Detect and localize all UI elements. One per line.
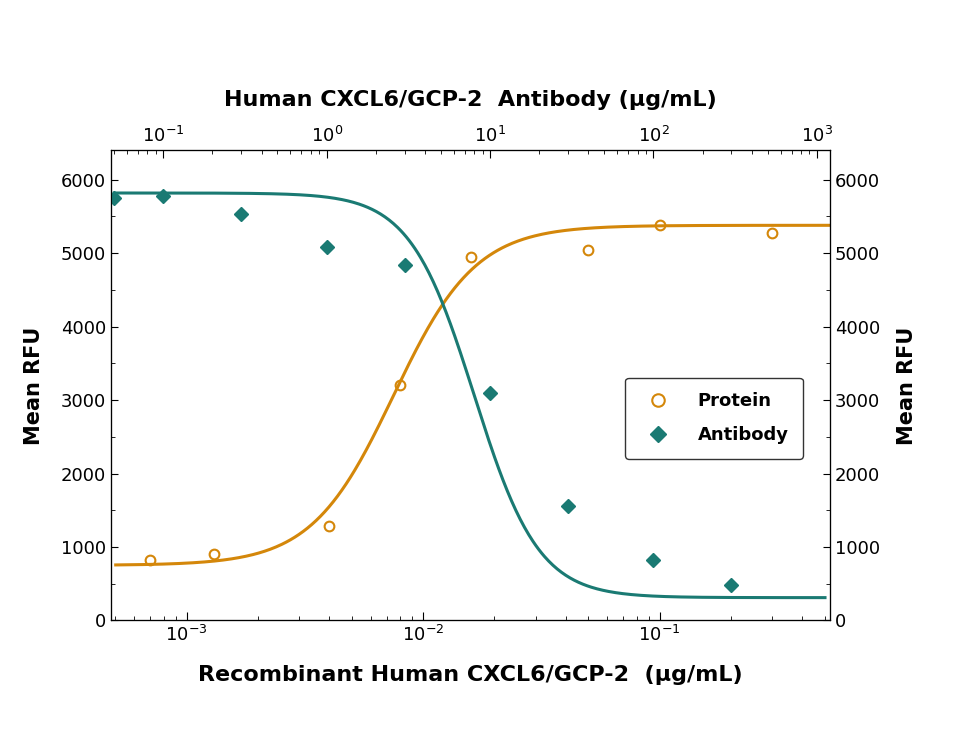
- X-axis label: Recombinant Human CXCL6/GCP-2  (μg/mL): Recombinant Human CXCL6/GCP-2 (μg/mL): [198, 665, 743, 685]
- Legend: Protein, Antibody: Protein, Antibody: [625, 378, 803, 459]
- X-axis label: Human CXCL6/GCP-2  Antibody (μg/mL): Human CXCL6/GCP-2 Antibody (μg/mL): [224, 90, 717, 110]
- Y-axis label: Mean RFU: Mean RFU: [24, 326, 44, 444]
- Y-axis label: Mean RFU: Mean RFU: [896, 326, 917, 444]
